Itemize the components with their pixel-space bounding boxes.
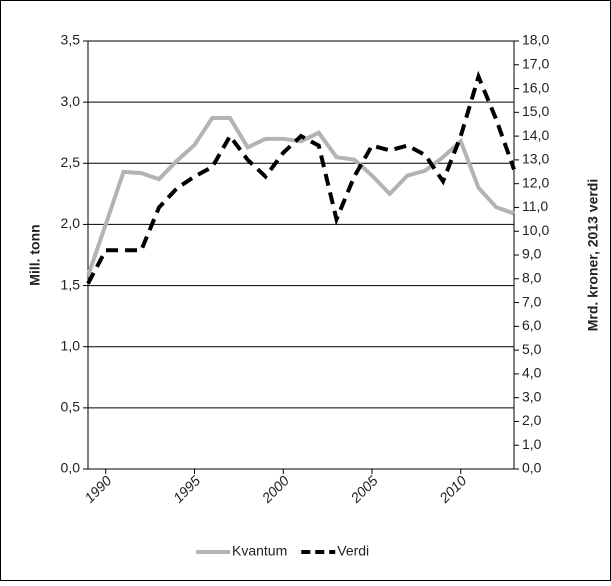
y2-tick-label: 10,0 — [522, 222, 549, 238]
y-tick-label: 1,0 — [61, 337, 81, 353]
y-tick-label: 0,5 — [61, 399, 81, 415]
y2-tick-label: 7,0 — [522, 293, 542, 309]
y2-tick-label: 1,0 — [522, 436, 542, 452]
y2-tick-label: 12,0 — [522, 174, 549, 190]
legend-label: Kvantum — [232, 543, 287, 559]
y2-tick-label: 2,0 — [522, 412, 542, 428]
y-tick-label: 3,5 — [61, 32, 81, 48]
series-line — [86, 70, 516, 285]
y-tick-label: 2,5 — [61, 154, 81, 170]
y-axis-label: Mill. tonn — [27, 224, 43, 285]
y2-tick-label: 4,0 — [522, 365, 542, 381]
y2-axis-label: Mrd. kroner, 2013 verdi — [585, 179, 601, 332]
y2-tick-label: 11,0 — [522, 198, 548, 214]
y2-tick-label: 18,0 — [522, 32, 549, 48]
y2-tick-label: 17,0 — [522, 55, 549, 71]
y-tick-label: 3,0 — [61, 93, 81, 109]
y-tick-label: 2,0 — [61, 215, 81, 231]
series-line — [86, 116, 515, 277]
y-tick-label: 0,0 — [61, 460, 81, 476]
y2-tick-label: 9,0 — [522, 246, 542, 262]
y-tick-label: 1,5 — [61, 276, 81, 292]
y2-tick-label: 14,0 — [522, 127, 549, 143]
y2-tick-label: 16,0 — [522, 79, 549, 95]
y2-tick-label: 15,0 — [522, 103, 549, 119]
legend-label: Verdi — [337, 543, 369, 559]
y2-tick-label: 3,0 — [522, 388, 542, 404]
y2-tick-label: 0,0 — [522, 460, 542, 476]
y2-tick-label: 6,0 — [522, 317, 542, 333]
y2-tick-label: 13,0 — [522, 151, 549, 167]
y2-tick-label: 8,0 — [522, 269, 542, 285]
y2-tick-label: 5,0 — [522, 341, 542, 357]
